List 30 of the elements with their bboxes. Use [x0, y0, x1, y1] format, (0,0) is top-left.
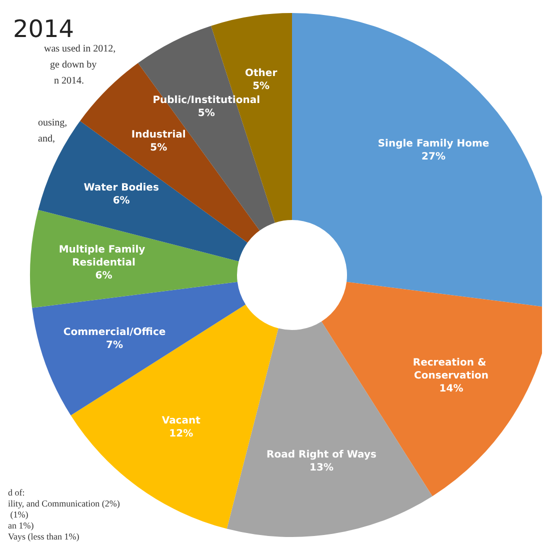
text: n 2014.	[54, 76, 84, 86]
data-label: 5%	[150, 142, 168, 154]
text: ge down by	[50, 60, 97, 70]
slice-label: Multiple Family Residential	[58, 244, 149, 269]
text: ousing,	[38, 118, 68, 128]
text: an 1%)	[8, 520, 34, 530]
slice-label: Single Family Home	[378, 138, 490, 150]
data-label: 27%	[422, 151, 446, 162]
slice-label: Industrial	[131, 130, 186, 141]
data-label: 13%	[310, 462, 334, 474]
slice-label: Commercial/Office	[63, 326, 166, 338]
data-label: 5%	[252, 80, 270, 92]
chart-title: 2014	[13, 15, 74, 43]
slice-label: Vacant	[162, 416, 201, 427]
text: and,	[38, 134, 55, 144]
slice-label: Water Bodies	[84, 182, 159, 194]
data-label: 6%	[112, 196, 130, 207]
slice-label: Other	[245, 68, 278, 79]
text: was used in 2012,	[44, 44, 116, 54]
text: (1%)	[8, 510, 28, 520]
data-label: 6%	[95, 270, 112, 282]
data-label: 12%	[169, 428, 194, 440]
text: ility, and Communication (2%)	[8, 498, 120, 508]
data-label: 7%	[106, 340, 124, 351]
slice-label: Recreation & Conservation	[412, 358, 490, 382]
text: Vays (less than 1%)	[8, 532, 80, 542]
data-label: 5%	[198, 108, 215, 119]
slice-label: Road Right of Ways	[266, 449, 377, 460]
text: d of:	[8, 488, 25, 498]
data-label: 14%	[439, 384, 464, 395]
